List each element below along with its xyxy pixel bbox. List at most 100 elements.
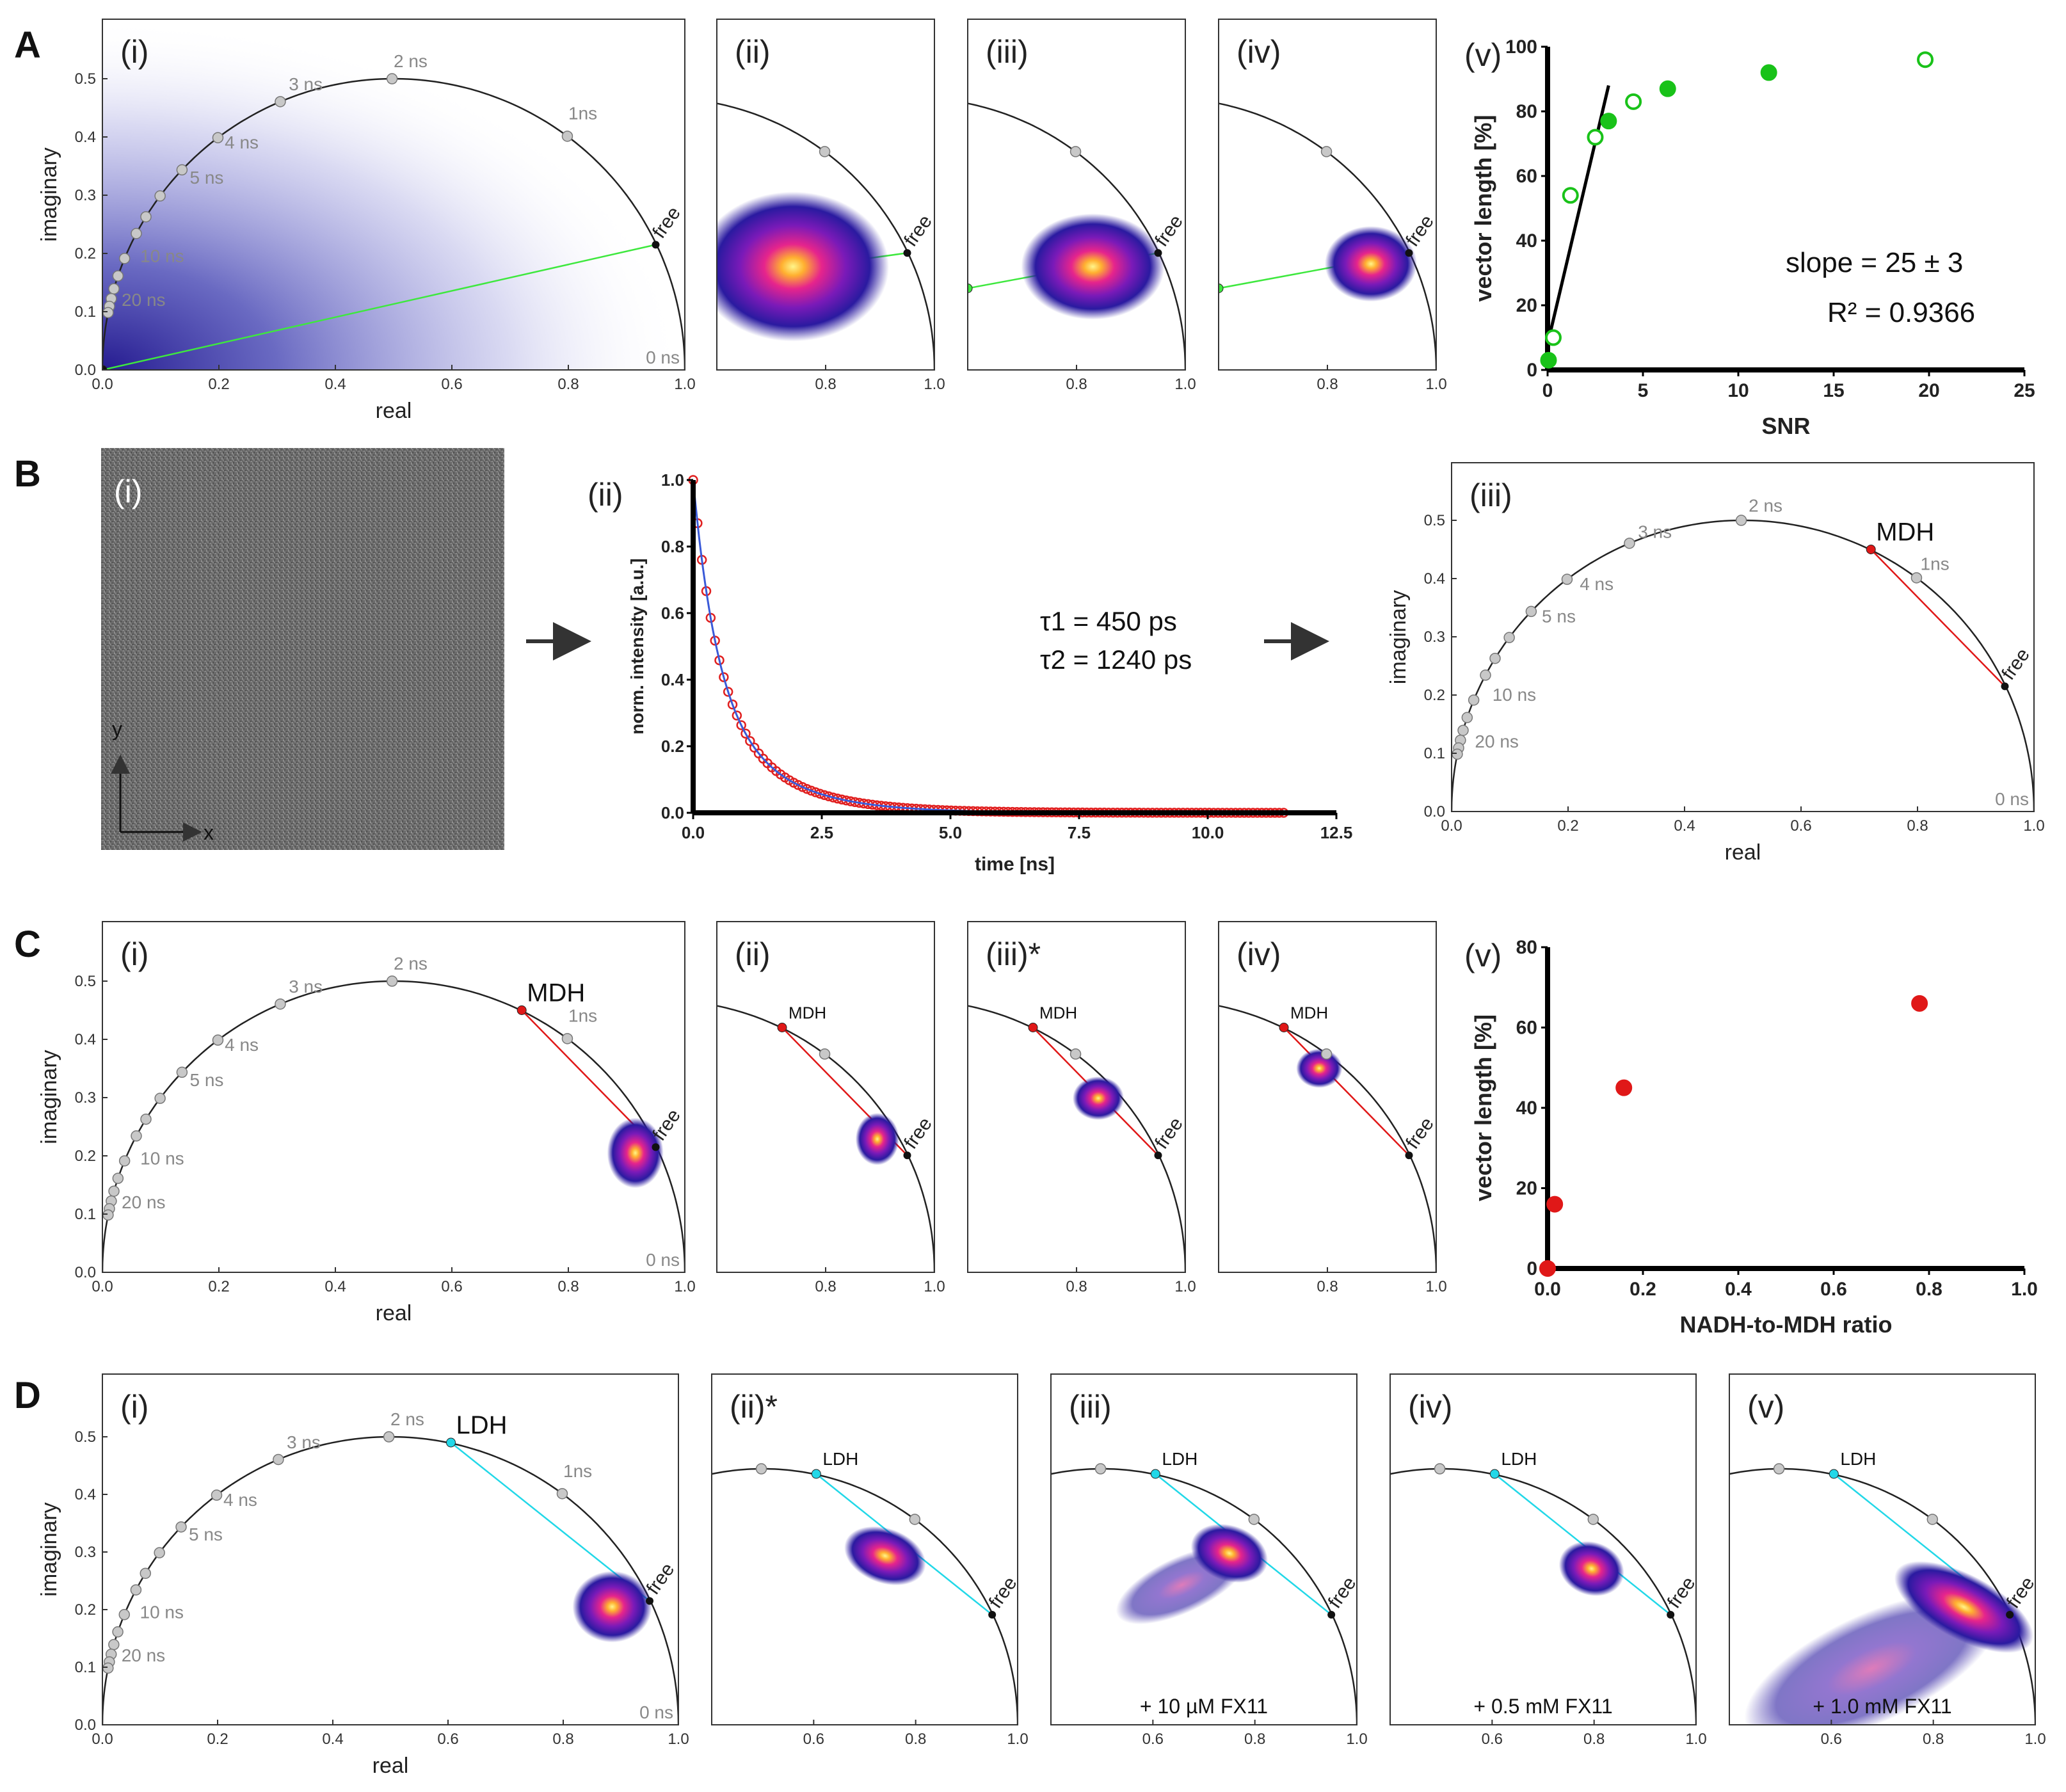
reference-label: MDH [527,979,585,1007]
data-point [1539,1260,1556,1277]
plot-area [1452,515,2034,812]
x-axis-title: SNR [1761,413,1810,439]
x-tick-label: 0.2 [1630,1279,1656,1300]
x-axis-title: real [372,1754,409,1778]
reference-point [811,1469,821,1479]
zero-lifetime-label: 0 ns [646,1250,680,1270]
x-tick-label: 1.0 [1425,376,1446,393]
lifetime-marker [154,1092,166,1104]
plot-frame [1729,1373,2036,1725]
subpanel-label: (v) [1464,938,1501,973]
plot-frame [102,921,685,1273]
lifetime-marker [1480,669,1491,681]
y-tick-label: 80 [1516,937,1537,958]
y-tick-label: 20 [1516,295,1537,316]
free-label: free [900,211,936,250]
treatment-label: + 0.5 mM FX11 [1473,1695,1612,1718]
phasor-cloud [1073,1076,1124,1120]
y-tick-label: 0.5 [75,1428,96,1446]
free-point [652,241,660,249]
lifetime-marker [140,211,152,223]
phasor-cloud [844,1526,926,1586]
y-tick-label: 0.1 [75,1659,96,1676]
free-label: free [1402,1114,1438,1153]
lifetime-marker [1094,1463,1107,1475]
lifetime-marker [131,1130,142,1142]
y-tick-label: 0.3 [1424,628,1445,646]
reference-label: MDH [1876,518,1934,547]
x-tick-label: 1.0 [1007,1731,1028,1748]
lifetime-marker [176,1066,188,1078]
scatter-plot-A-v: 0 5 10 15 20 25 0 20 40 60 80 100 SNR vector length [… [1464,36,2035,439]
lifetime-marker [211,1489,223,1501]
decay-data-point [801,783,812,794]
plot-frame [1050,1373,1357,1725]
lifetime-marker [108,1638,120,1651]
x-tick-label: 0.8 [1066,376,1087,393]
reference-label: MDH [1039,1004,1077,1023]
free-label: free [1324,1573,1361,1612]
phasor-cloud [717,191,889,342]
lifetime-label: 5 ns [189,1524,223,1544]
lifetime-marker [140,1567,152,1580]
lifetime-marker [1468,694,1480,706]
x-tick-label: 0.8 [1916,1279,1942,1300]
reference-label: LDH [1162,1449,1197,1469]
decay-data-point [828,792,838,803]
x-tick-label: 0.6 [803,1731,824,1748]
x-tick-label: 15 [1823,380,1844,401]
x-tick-label: 0.4 [324,376,346,393]
lifetime-marker [1587,1514,1599,1525]
plot-area [102,975,685,1272]
plot-area [717,1005,934,1272]
universal-semicircle [717,102,934,370]
lifetime-label: 5 ns [1542,606,1576,626]
universal-semicircle [1390,1468,1696,1725]
y-tick-label: 0 [1526,1258,1537,1279]
x-tick-label: 0.4 [1725,1279,1752,1300]
reference-point [685,278,694,287]
lifetime-marker [1735,515,1747,526]
open-data-point [1544,329,1562,346]
decay-data-point [810,787,821,797]
plot-area [1390,1463,1696,1725]
reference-line [102,244,656,370]
y-tick-label: 0 [1526,360,1537,381]
subpanel-label: (iii) [1469,477,1512,513]
lifetime-marker [176,164,188,176]
lifetime-marker [154,1547,165,1558]
x-tick-label: 2.5 [810,823,833,842]
x-tick-label: 0 [1542,380,1553,401]
x-tick-label: 0.6 [1482,1731,1503,1748]
phasor-plot-D-ii: free LDH 0.6 0.8 1.0 (ii)* [711,1373,1029,1748]
subpanel-label: (ii) [735,34,771,70]
plot-area [1051,1463,1357,1725]
lifetime-marker [556,1488,568,1500]
y-axis-title: imaginary [37,1050,61,1144]
free-point [1667,1611,1675,1619]
lifetime-marker [1461,712,1473,723]
y-tick-label: 0.4 [75,1486,96,1503]
plot-area [685,102,934,370]
free-point [903,249,911,257]
y-tick-label: 0.8 [661,537,684,556]
x-tick-label: 1.0 [2024,1731,2046,1748]
y-tick-label: 100 [1505,36,1537,58]
treatment-label: + 1.0 mM FX11 [1813,1695,1951,1718]
plot-area [1219,102,1436,370]
x-axis-title: real [376,1301,412,1325]
y-tick-label: 0.5 [1424,512,1445,529]
plot-area [102,1431,678,1725]
lifetime-marker [175,1521,187,1533]
y-axis-title: norm. intensity [a.u.] [627,558,647,734]
lifetime-label: 5 ns [190,168,224,188]
y-tick-label: 0.2 [75,1148,96,1165]
phasor-cloud [1296,1048,1343,1088]
x-tick-label: 0.8 [815,376,836,393]
x-tick-label: 0.2 [1557,817,1578,835]
reference-point [1866,545,1876,554]
free-point [652,1143,660,1151]
phasor-cloud [855,1112,899,1165]
